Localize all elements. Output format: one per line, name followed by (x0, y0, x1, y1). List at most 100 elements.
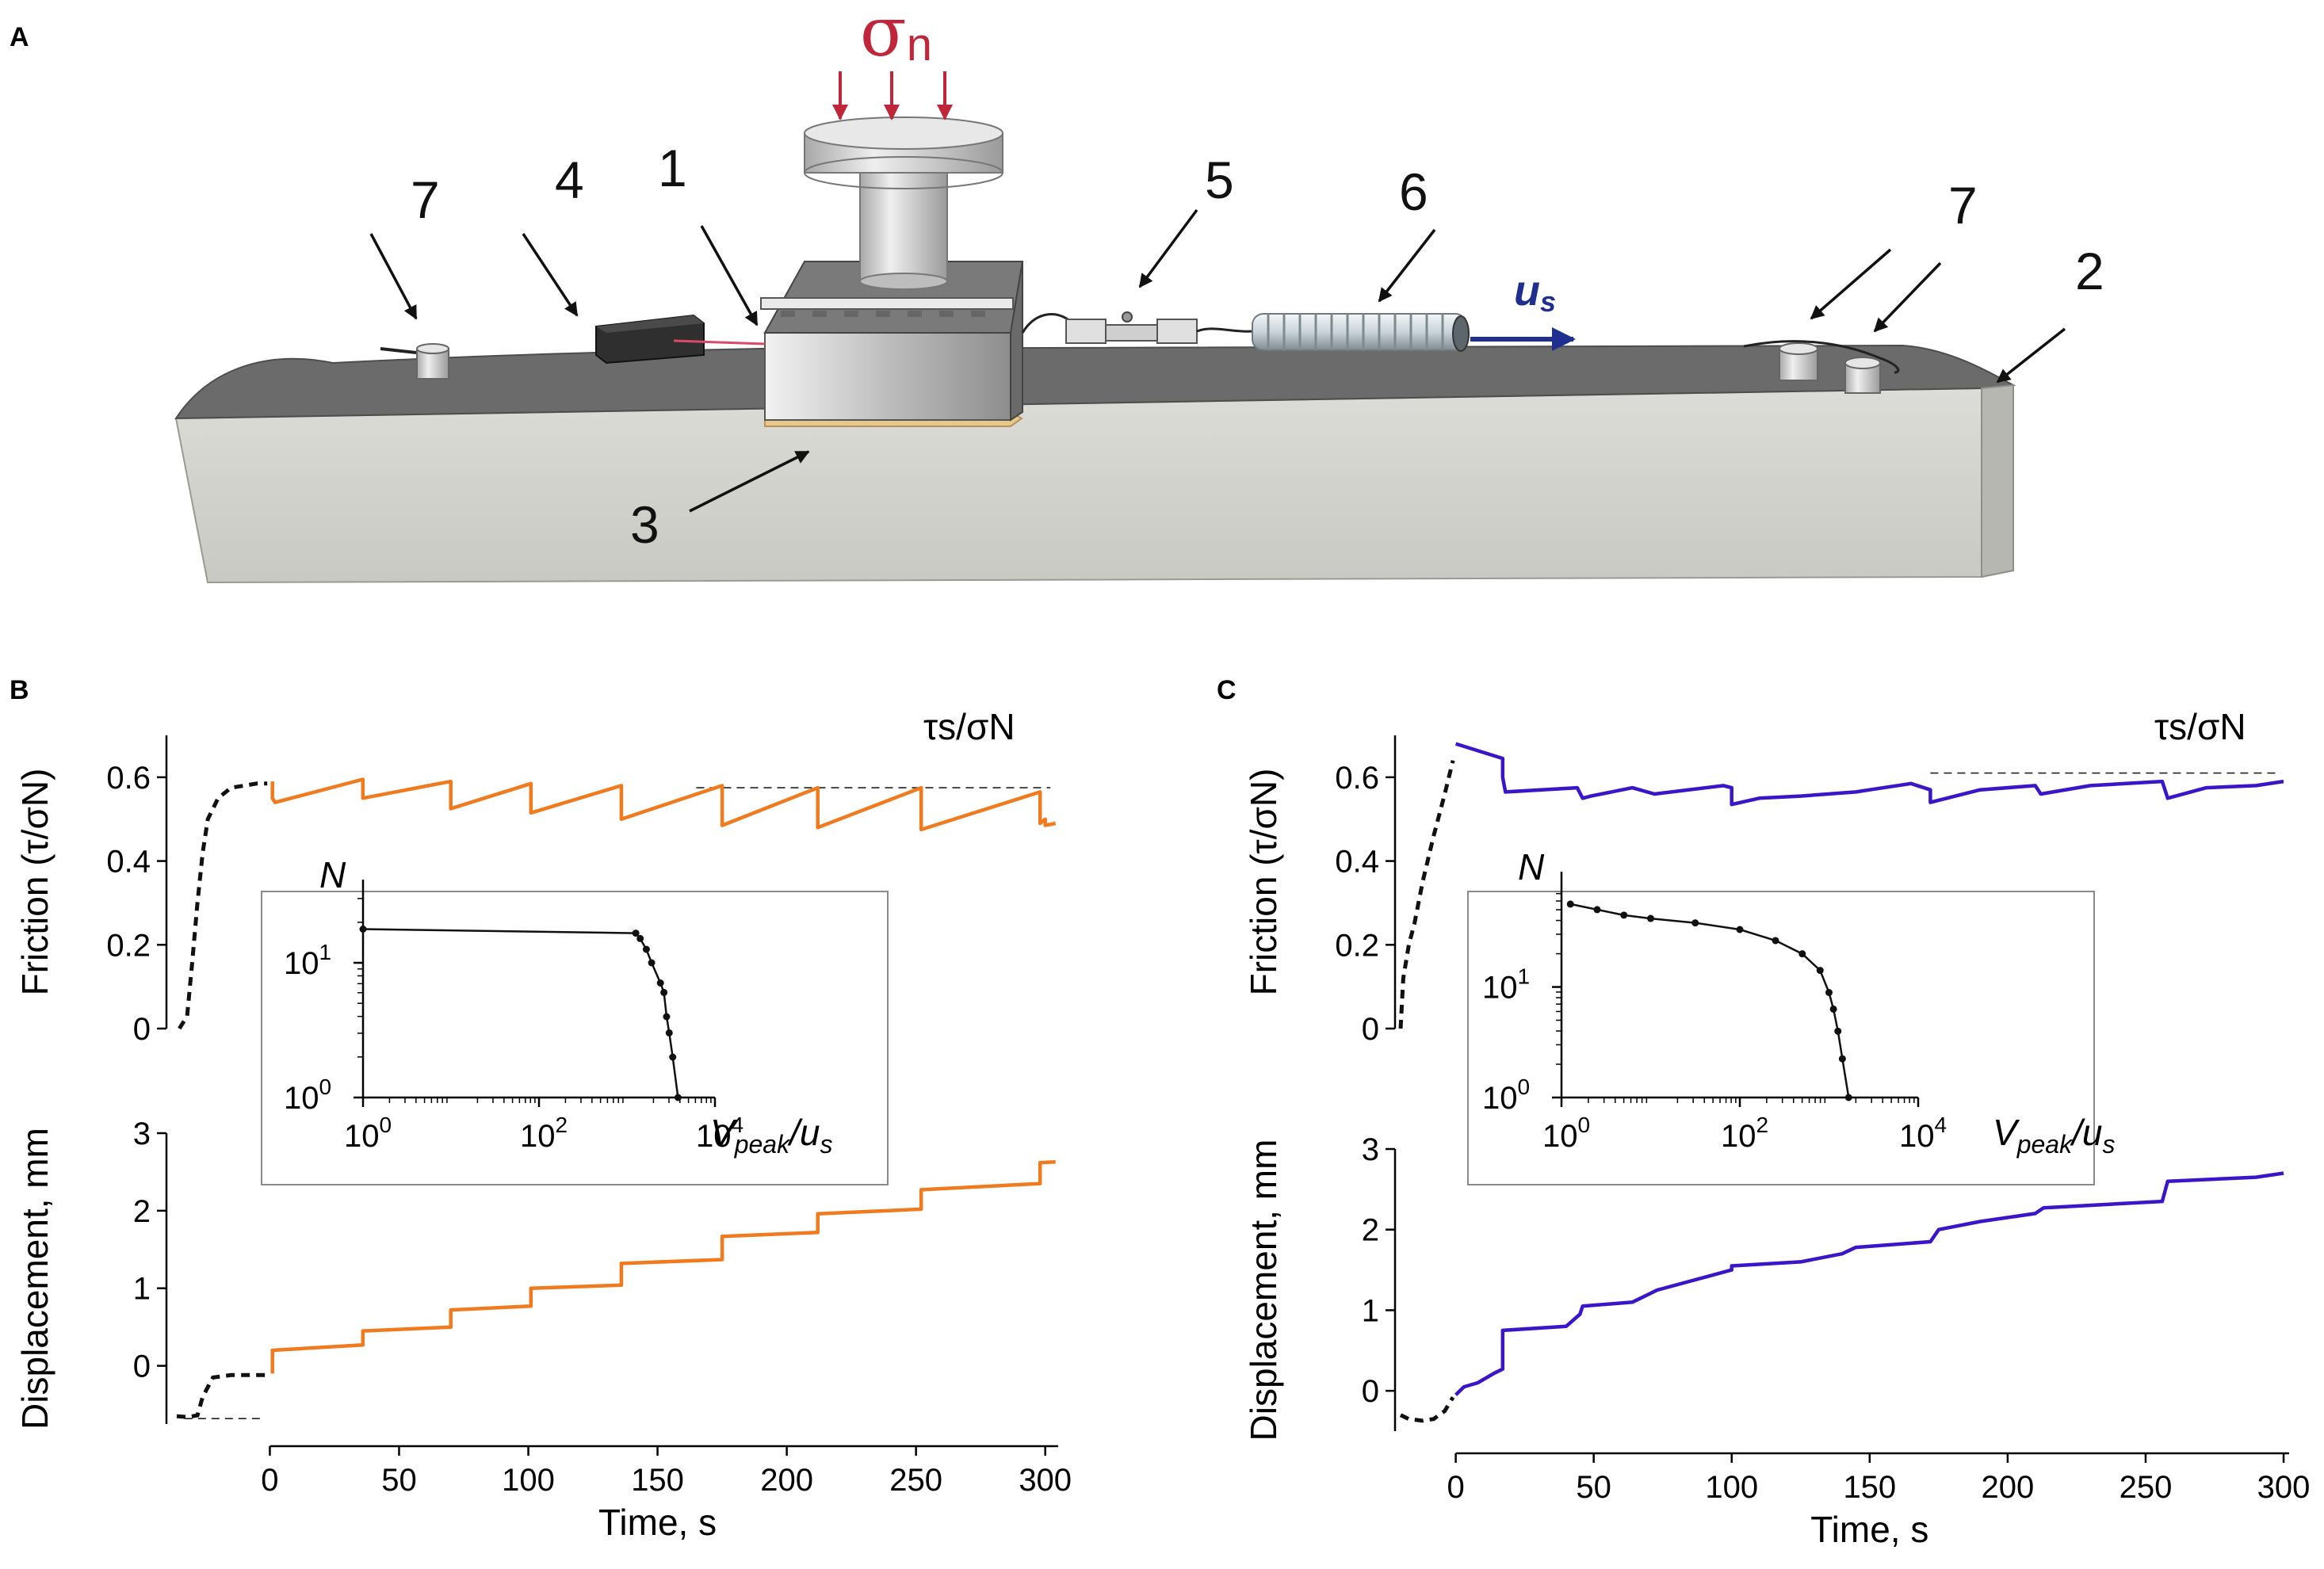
shear-block-front (764, 332, 1011, 421)
x-tick-label: 250 (889, 1463, 942, 1498)
load-column (859, 166, 948, 282)
label-7-right: 7 (1948, 176, 1978, 235)
inset-x-label: Vpeak/us (1993, 1112, 2115, 1159)
label-3: 3 (630, 495, 659, 554)
inset-x-tick-exp: 4 (1935, 1113, 1947, 1137)
inset-data-point (663, 1013, 671, 1021)
shear-block-side (1010, 261, 1023, 422)
inset-data-point (1736, 926, 1744, 933)
accelerometer-right-1 (1779, 342, 1818, 381)
y-tick-label: 0 (133, 1349, 151, 1384)
inset-y-tick-base: 10 (284, 1081, 319, 1116)
inset-x-tick-exp: 4 (732, 1113, 744, 1137)
y-tick-label: 0.2 (1335, 928, 1379, 963)
inset-data-point (674, 1094, 682, 1101)
concrete-slab-side (1981, 384, 2014, 578)
loading-dashed-series (1399, 1396, 1455, 1423)
inset-y-label: N (319, 854, 346, 895)
y-tick-label: 2 (1362, 1213, 1379, 1248)
panel-c-label: C (1217, 675, 1237, 705)
inset-data-point (642, 945, 650, 953)
loading-dashed-series (1398, 760, 1455, 1029)
inset-data-point (1691, 919, 1699, 927)
y-tick-label: 2 (133, 1194, 151, 1229)
y-tick-label: 1 (1362, 1293, 1379, 1328)
inset-x-tick-base: 10 (1542, 1119, 1578, 1154)
y-tick-label: 0.6 (1335, 761, 1379, 796)
label-1: 1 (658, 139, 687, 197)
label-2: 2 (2075, 242, 2104, 300)
inset-x-tick-label: 104 (696, 1113, 743, 1154)
label-7-left: 7 (411, 170, 440, 229)
y-axis-title: Friction (τ/σN) (14, 769, 55, 996)
inset-x-label-u: /u (2070, 1112, 2102, 1153)
x-axis-title: Time, s (1810, 1509, 1928, 1550)
inset-x-tick-label: 102 (1721, 1113, 1768, 1154)
inset-y-tick-label: 101 (1482, 964, 1530, 1006)
y-tick-label: 0.6 (106, 761, 151, 796)
us-label: us (1514, 267, 1556, 318)
y-tick-label: 1 (133, 1272, 151, 1307)
x-tick-label: 0 (1447, 1470, 1464, 1505)
inset-frame (1467, 891, 2095, 1185)
accelerometer-right-2 (1743, 340, 1900, 394)
x-tick-label: 150 (631, 1463, 684, 1498)
inset-x-tick-label: 102 (520, 1113, 568, 1154)
inset-distribution-line (1570, 903, 1850, 1098)
normal-stress-arrows (832, 71, 953, 120)
pointer-arrows (369, 208, 2066, 513)
y-tick-label: 0.4 (1335, 845, 1379, 880)
inset-x-tick-base: 10 (520, 1119, 556, 1154)
inset-y-tick-exp: 1 (1518, 964, 1531, 989)
inset-data-point (1838, 1055, 1846, 1063)
tau-sigma-annotation: τs/σN (923, 706, 1015, 747)
y-tick-label: 0 (1362, 1012, 1379, 1047)
inset-x-tick-exp: 2 (556, 1113, 568, 1137)
inset-x-tick-exp: 0 (1578, 1113, 1591, 1137)
inset-x-tick-label: 100 (1542, 1113, 1590, 1154)
inset-data-point (359, 926, 367, 933)
inset-x-label: Vpeak/us (710, 1112, 832, 1159)
x-tick-label: 100 (502, 1463, 555, 1498)
y-tick-label: 0 (133, 1012, 151, 1047)
blue-friction-line (1454, 742, 2284, 807)
chart-b-friction: 0 0.2 0.4 0.6 Friction (τ/σN) τs/σN (14, 706, 1057, 1047)
inset-data-point (1829, 1005, 1837, 1013)
inset-x-tick-label: 100 (344, 1113, 392, 1154)
inset-y-tick-base: 10 (1482, 1081, 1518, 1116)
inset-x-label-s: s (2102, 1130, 2115, 1159)
x-tick-label: 250 (2120, 1470, 2173, 1505)
x-tick-label: 100 (1705, 1470, 1758, 1505)
x-tick-label: 200 (760, 1463, 813, 1498)
sigma-n-label: σn (860, 0, 932, 72)
inset-y-tick-label: 101 (284, 940, 331, 981)
inset-data-point (1772, 937, 1779, 945)
load-cell (1021, 311, 1253, 344)
inset-x-tick-exp: 0 (380, 1113, 392, 1137)
laser-beam (673, 339, 766, 345)
label-6: 6 (1399, 162, 1428, 221)
chart-c-friction: 0 0.2 0.4 0.6 Friction (τ/σN) τs/σN (1243, 706, 2284, 1047)
inset-data-point (1816, 967, 1824, 975)
inset-y-tick-base: 10 (1482, 971, 1518, 1006)
inset-y-tick-exp: 1 (319, 940, 332, 964)
inset-data-point (1798, 950, 1806, 958)
inset-data-point (1566, 900, 1574, 908)
y-axis-title: Displacement, mm (1243, 1140, 1284, 1441)
x-tick-label: 0 (261, 1463, 278, 1498)
loading-dashed-series (178, 781, 268, 1030)
x-tick-label: 150 (1843, 1470, 1896, 1505)
inset-data-point (656, 979, 664, 987)
spring (1252, 313, 1470, 352)
inset-x-label-peak: peak (734, 1130, 791, 1159)
inset-y-tick-base: 10 (284, 946, 319, 981)
inset-data-point (648, 959, 656, 967)
inset-data-point (1825, 989, 1833, 996)
panel-b: B (10, 675, 29, 705)
inset-data-point (1593, 906, 1601, 914)
inset-x-label-v: V (710, 1112, 738, 1153)
label-4: 4 (555, 151, 584, 209)
